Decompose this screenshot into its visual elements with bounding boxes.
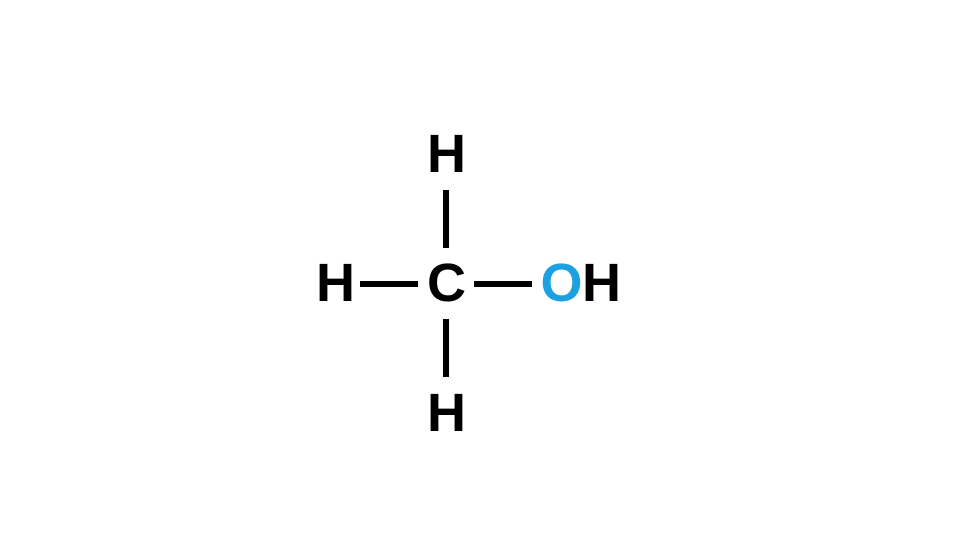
bond-c-top-h — [443, 190, 449, 248]
bond-c-right-o — [474, 281, 532, 287]
atom-hydrogen-bottom: H — [427, 386, 465, 440]
molecule-diagram: C H H H O H — [0, 0, 960, 540]
atom-hydrogen-left: H — [316, 256, 354, 310]
atom-carbon-center: C — [427, 256, 465, 310]
atom-hydrogen-top: H — [427, 127, 465, 181]
atom-hydrogen-oh: H — [582, 256, 620, 310]
atom-oxygen-right: O — [540, 256, 581, 310]
bond-c-left-h — [360, 281, 418, 287]
bond-c-bottom-h — [443, 319, 449, 377]
